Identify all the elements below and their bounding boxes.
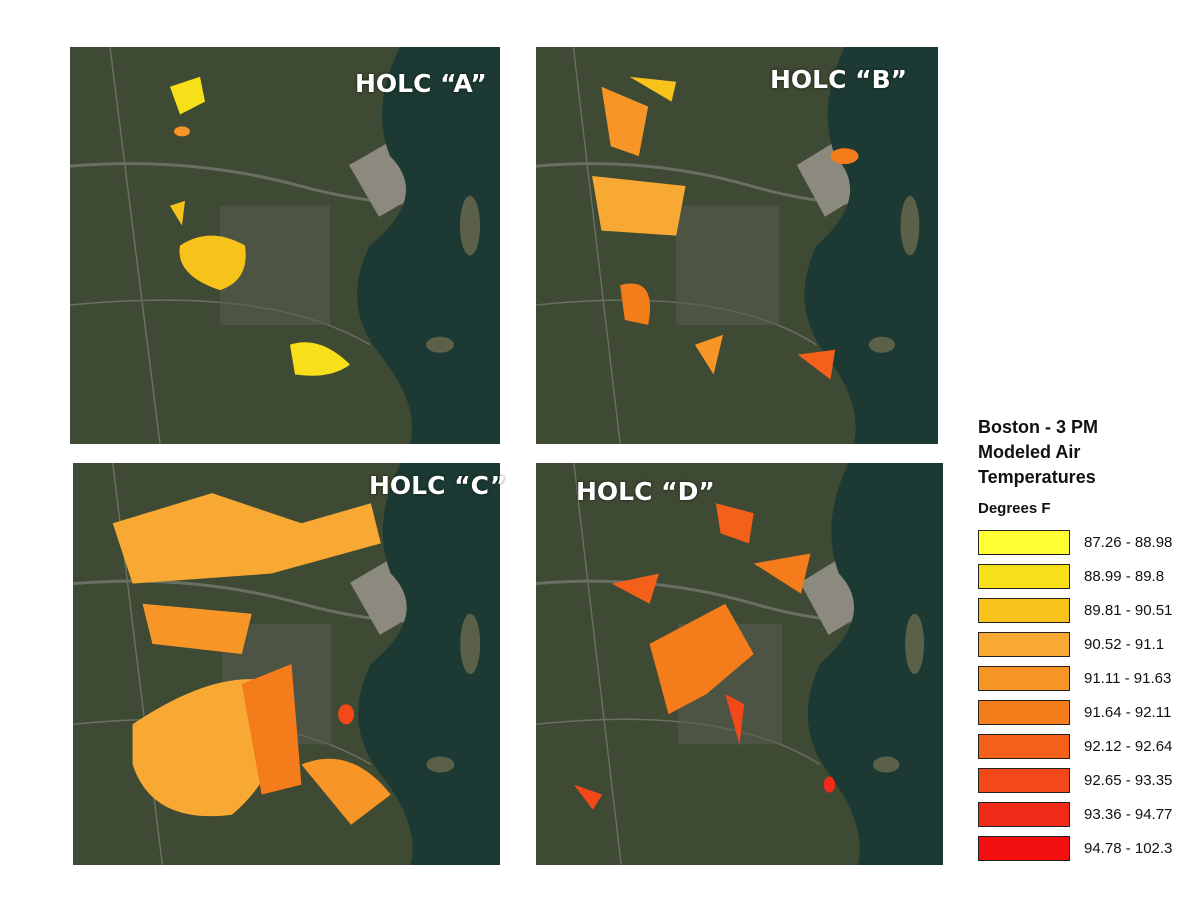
legend-entry: 92.12 - 92.64: [978, 729, 1188, 763]
legend-subtitle: Degrees F: [978, 500, 1051, 517]
legend-swatch: [978, 597, 1070, 623]
legend-swatch: [978, 767, 1070, 793]
legend-entry: 91.64 - 92.11: [978, 695, 1188, 729]
legend-entries: 87.26 - 88.98 88.99 - 89.8 89.81 - 90.51 90…: [978, 525, 1188, 865]
legend-label: 87.26 - 88.98: [1084, 533, 1173, 551]
legend-entry: 92.65 - 93.35: [978, 763, 1188, 797]
legend-swatch: [978, 835, 1070, 861]
legend-label: 89.81 - 90.51: [1084, 601, 1173, 619]
legend-label: 92.12 - 92.64: [1084, 737, 1173, 755]
legend-label: 91.64 - 92.11: [1084, 703, 1172, 721]
legend-entry: 91.11 - 91.63: [978, 661, 1188, 695]
legend-entry: 87.26 - 88.98: [978, 525, 1188, 559]
legend-swatch: [978, 733, 1070, 759]
panel-label: HOLC “A”: [355, 69, 487, 98]
map: [70, 47, 500, 444]
legend-swatch: [978, 529, 1070, 555]
panel-label: HOLC “D”: [576, 477, 715, 506]
map-panel: HOLC “D”: [536, 463, 943, 865]
legend-label: 91.11 - 91.63: [1084, 669, 1172, 687]
panel-label: HOLC “B”: [770, 65, 908, 94]
map-panel: HOLC “A”: [70, 47, 500, 444]
legend-swatch: [978, 801, 1070, 827]
map: [536, 463, 943, 865]
map-panel: HOLC “B”: [536, 47, 938, 444]
legend-swatch: [978, 631, 1070, 657]
legend-entry: 88.99 - 89.8: [978, 559, 1188, 593]
legend-label: 88.99 - 89.8: [1084, 567, 1165, 585]
legend-entry: 90.52 - 91.1: [978, 627, 1188, 661]
map: [536, 47, 938, 444]
panel-label: HOLC “C”: [369, 471, 507, 500]
legend-label: 90.52 - 91.1: [1084, 635, 1165, 653]
legend-label: 92.65 - 93.35: [1084, 771, 1173, 789]
map-panel: HOLC “C”: [73, 463, 506, 865]
legend-label: 94.78 - 102.3: [1084, 839, 1173, 857]
legend-swatch: [978, 699, 1070, 725]
legend-entry: 94.78 - 102.3: [978, 831, 1188, 865]
legend-entry: 89.81 - 90.51: [978, 593, 1188, 627]
legend-title: Boston - 3 PM Modeled Air Temperatures: [978, 417, 1098, 487]
legend-label: 93.36 - 94.77: [1084, 805, 1173, 823]
legend-swatch: [978, 563, 1070, 589]
legend-swatch: [978, 665, 1070, 691]
legend-entry: 93.36 - 94.77: [978, 797, 1188, 831]
legend: Boston - 3 PM Modeled Air Temperatures D…: [978, 415, 1188, 865]
map: [73, 463, 500, 865]
